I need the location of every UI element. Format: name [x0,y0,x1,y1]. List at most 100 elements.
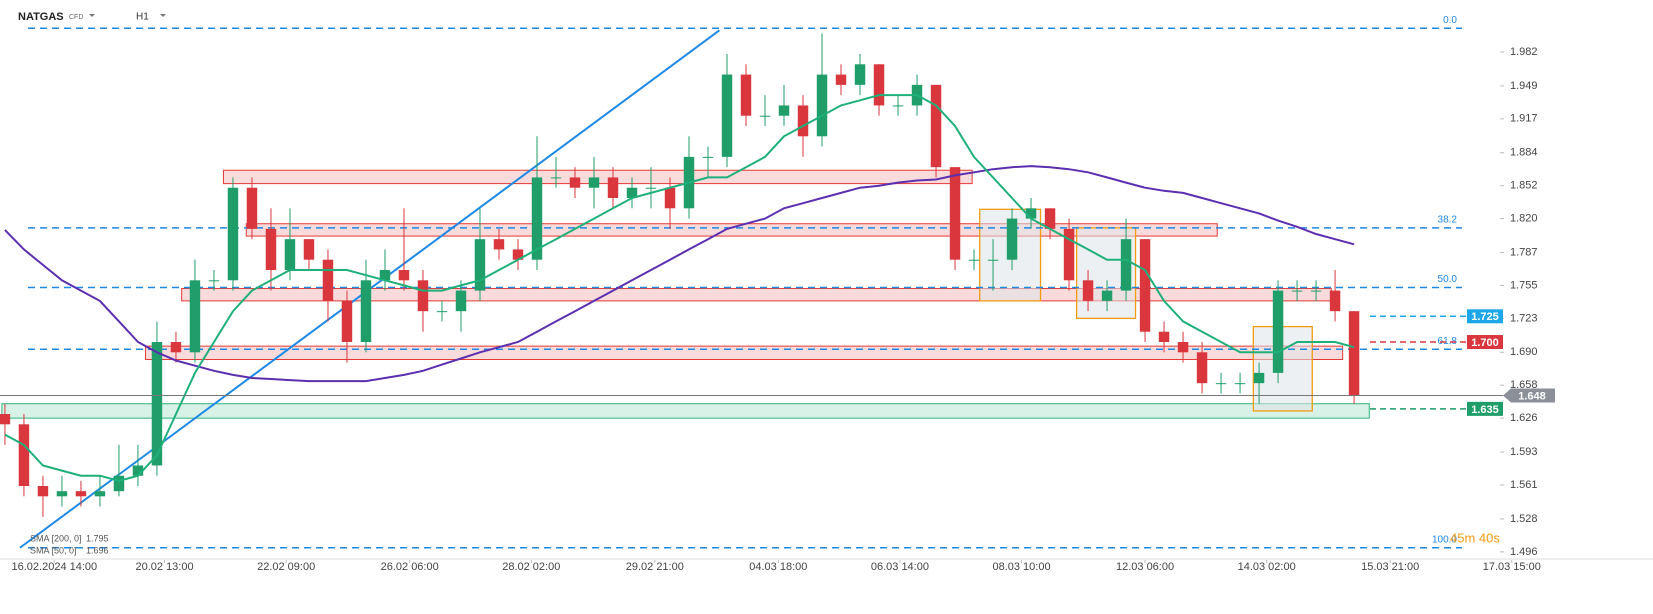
x-tick-label: 15.03 21:00 [1361,561,1419,573]
candle-body [702,156,714,158]
candle-body [892,105,904,107]
candle-body [303,239,315,260]
candle-body [1063,228,1075,281]
fib-label: 0.0 [1443,15,1457,26]
candle-body [37,486,49,497]
candle-body [75,491,87,497]
candle-body [417,280,429,312]
candle-body [1158,331,1170,343]
candle-body [1177,342,1189,353]
x-tick-label: 12.03 06:00 [1116,561,1174,573]
candle-body [284,239,296,271]
candle-body [740,74,752,116]
price-tag-label: 1.700 [1471,337,1499,349]
sma-line [4,94,1355,482]
legend-value: 1.795 [86,533,109,543]
y-tick-label: 1.949 [1510,80,1538,92]
candle-body [797,105,809,137]
x-tick-label: 20.02 13:00 [135,561,193,573]
candle-body [873,64,885,106]
price-tag-label: 1.635 [1471,404,1499,416]
candle-body [626,187,638,199]
y-tick-label: 1.755 [1510,279,1538,291]
zone [145,345,1344,361]
candle-body [1101,290,1113,301]
candle-body [474,239,486,291]
candle-body [151,342,163,466]
candle-body [1310,290,1322,292]
x-tick-label: 08.03 10:00 [992,561,1050,573]
y-tick-label: 1.561 [1510,479,1538,491]
price-tag [1467,335,1503,350]
y-tick-label: 1.787 [1510,246,1538,258]
candle-body [56,491,68,497]
y-tick-label: 1.658 [1510,379,1538,391]
y-tick-label: 1.690 [1510,346,1538,358]
x-tick-label: 06.03 14:00 [871,561,929,573]
instrument: CFD [69,14,83,21]
zone [181,288,1332,302]
x-tick-label: 16.02.2024 14:00 [12,561,98,573]
x-tick-label: 22.02 09:00 [257,561,315,573]
candle-body [721,74,733,157]
y-tick-label: 1.723 [1510,312,1538,324]
x-tick-label: 29.02 21:00 [626,561,684,573]
x-tick-label: 04.03 18:00 [749,561,807,573]
candle-body [778,105,790,116]
legend-name: SMA [200, 0] [30,533,82,543]
timeframe[interactable]: H1 [136,12,149,23]
candle-body [1082,280,1094,301]
dropdown-icon[interactable] [160,14,166,17]
symbol[interactable]: NATGAS [18,11,64,23]
candle-body [1348,311,1360,396]
legend-name: SMA [50, 0] [30,545,77,555]
candle-body [854,64,866,85]
y-tick-label: 1.884 [1510,147,1538,159]
candle-body [1272,290,1284,373]
candle-body [227,187,239,281]
zone [245,223,1218,237]
x-tick-label: 26.02 06:00 [381,561,439,573]
candle-body [265,228,277,271]
candle-body [379,270,391,281]
candle-body [512,249,524,260]
y-tick-label: 1.917 [1510,113,1538,125]
candle-body [531,177,543,260]
candle-body [322,259,334,301]
fib-label: 100.0 [1432,534,1457,545]
candle-body [949,167,961,260]
y-tick-label: 1.528 [1510,513,1538,525]
y-tick-label: 1.593 [1510,446,1538,458]
sma-line [4,165,1355,383]
price-tag [1467,309,1503,324]
candle-body [1196,352,1208,384]
fib-label: 50.0 [1438,274,1458,285]
candle-body [588,177,600,188]
y-tick-label: 1.852 [1510,180,1538,192]
candle-body [930,84,942,168]
candle-body [208,280,220,282]
dropdown-icon[interactable] [89,14,95,17]
x-tick-label: 17.03 15:00 [1483,561,1541,573]
y-tick-label: 1.626 [1510,412,1538,424]
candle-body [569,177,581,188]
candle-body [1120,239,1132,291]
candle-body [968,259,980,261]
y-tick-label: 1.496 [1510,546,1538,558]
candle-body [664,187,676,209]
x-tick-label: 28.02 02:00 [502,561,560,573]
candle-body [132,465,144,476]
candle-body [341,300,353,343]
candle-body [987,259,999,261]
candle-body [1215,383,1227,385]
price-tag-label: 1.648 [1518,390,1546,402]
candle-body [455,290,467,312]
candle-body [1139,239,1151,332]
legend-value: 1.696 [86,545,109,555]
candle-body [493,239,505,250]
candle-body [1044,208,1056,229]
candle-body [360,280,372,343]
candle-body [645,187,657,189]
price-tag [1503,388,1555,403]
